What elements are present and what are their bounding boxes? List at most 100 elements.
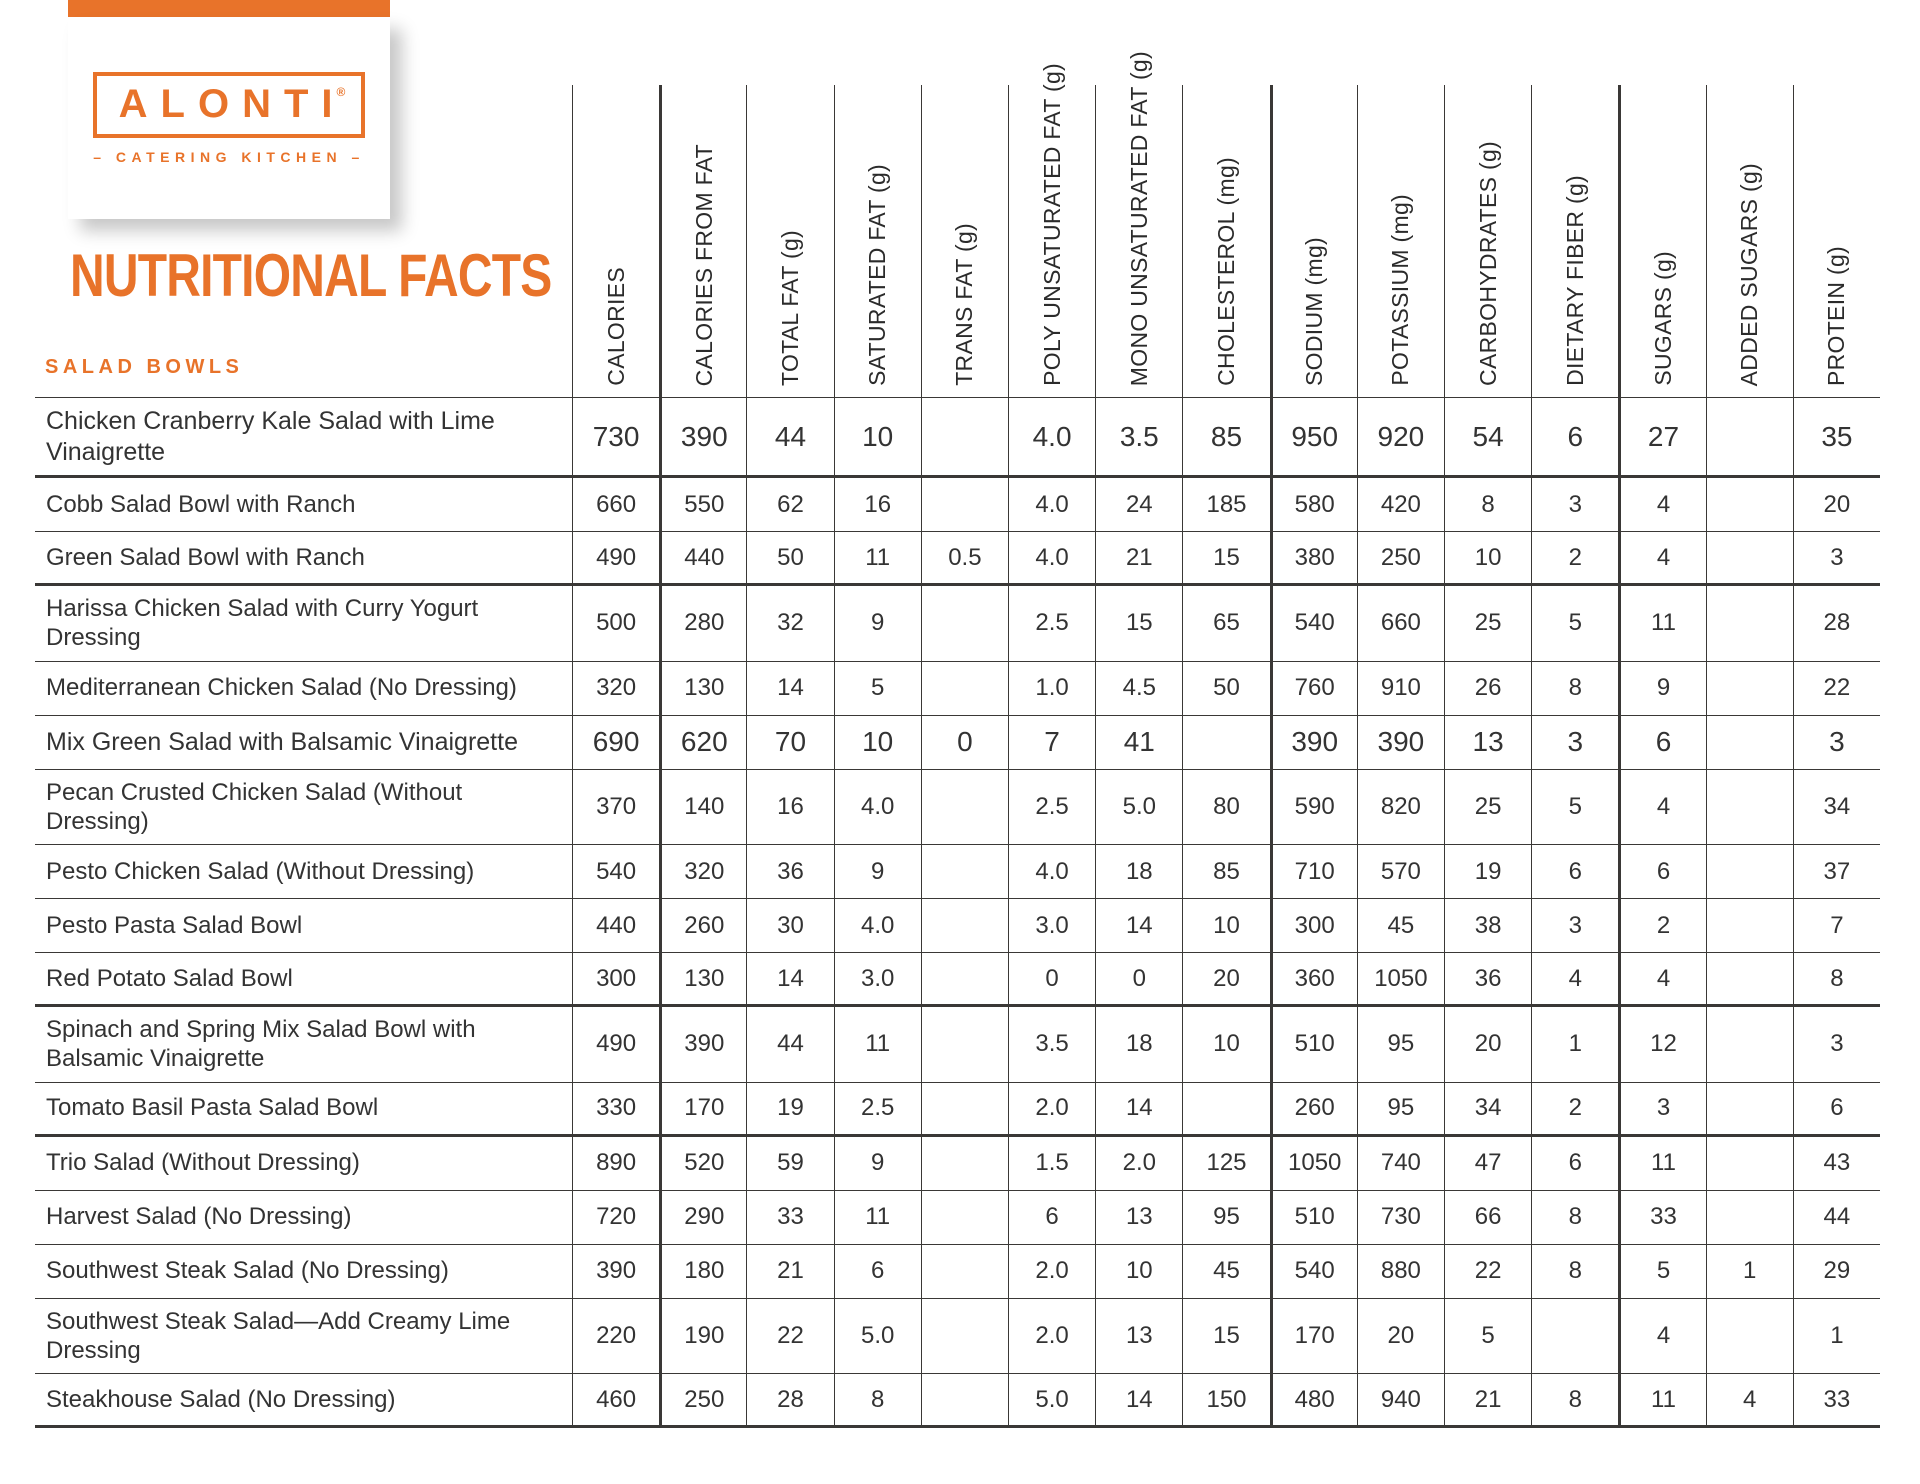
value-cell: 9 xyxy=(1618,661,1706,716)
column-header-label: POLY UNSATURATED FAT (g) xyxy=(1038,63,1065,386)
section-title: SALAD BOWLS xyxy=(45,356,244,378)
value-cell: 26 xyxy=(1443,661,1532,716)
row-name-cell: Pesto Chicken Salad (Without Dressing) xyxy=(35,845,572,900)
value-cell: 3 xyxy=(1792,715,1880,770)
column-header-poly-unsaturated-fat-g: POLY UNSATURATED FAT (g) xyxy=(1007,63,1096,398)
value-cell: 8 xyxy=(833,1374,921,1429)
value-cell: 22 xyxy=(1443,1244,1532,1299)
value-cell: 500 xyxy=(572,586,660,662)
value-cell: 16 xyxy=(746,769,834,846)
value-cell: 180 xyxy=(659,1244,747,1299)
value-cell: 30 xyxy=(746,899,834,954)
value-cell: 16 xyxy=(833,478,921,532)
value-cell: 80 xyxy=(1182,769,1270,846)
row-name-cell: Harissa Chicken Salad with Curry Yogurt … xyxy=(35,586,572,662)
value-cell: 50 xyxy=(746,532,834,586)
row-name-cell: Pecan Crusted Chicken Salad (Without Dre… xyxy=(35,770,572,846)
value-cell: 11 xyxy=(833,1007,921,1083)
value-cell: 390 xyxy=(659,398,747,478)
value-cell: 25 xyxy=(1443,586,1532,662)
row-name-cell: Spinach and Spring Mix Salad Bowl with B… xyxy=(35,1007,572,1083)
value-cell: 4 xyxy=(1705,1374,1793,1429)
value-cell xyxy=(1705,1136,1793,1191)
value-cell xyxy=(1705,953,1793,1008)
value-cell: 390 xyxy=(1269,715,1357,770)
value-cell xyxy=(1705,769,1793,846)
value-cell: 20 xyxy=(1443,1007,1532,1083)
row-name-cell: Red Potato Salad Bowl xyxy=(35,953,572,1008)
value-cell: 880 xyxy=(1356,1244,1444,1299)
registered-trademark-symbol: ® xyxy=(336,84,346,99)
column-header-calories: CALORIES xyxy=(572,85,660,398)
value-cell: 11 xyxy=(1618,1136,1706,1191)
value-cell: 15 xyxy=(1182,1298,1270,1375)
value-cell: 130 xyxy=(659,661,747,716)
value-cell: 390 xyxy=(659,1007,747,1083)
column-header-label: MONO UNSATURATED FAT (g) xyxy=(1125,50,1152,386)
value-cell xyxy=(1531,1298,1619,1375)
column-header-label: TOTAL FAT (g) xyxy=(776,230,803,386)
value-cell: 260 xyxy=(1269,1082,1357,1137)
value-cell: 44 xyxy=(746,398,834,478)
value-cell: 8 xyxy=(1531,1374,1619,1429)
value-cell: 6 xyxy=(1531,845,1619,900)
logo-frame: ALONTI ® xyxy=(92,71,366,138)
value-cell: 0 xyxy=(920,715,1008,770)
value-cell: 580 xyxy=(1269,478,1357,532)
value-cell: 66 xyxy=(1443,1190,1532,1245)
value-cell: 390 xyxy=(572,1244,660,1299)
value-cell: 620 xyxy=(659,715,747,770)
value-cell: 10 xyxy=(833,398,921,478)
value-cell: 660 xyxy=(1356,586,1444,662)
value-cell: 260 xyxy=(659,899,747,954)
value-cell xyxy=(1705,532,1793,586)
value-cell xyxy=(920,1007,1008,1083)
value-cell: 8 xyxy=(1531,661,1619,716)
value-cell: 34 xyxy=(1443,1082,1532,1137)
value-cell: 22 xyxy=(1792,661,1880,716)
value-cell: 20 xyxy=(1182,953,1270,1008)
value-cell: 890 xyxy=(572,1136,660,1191)
value-cell: 1 xyxy=(1705,1244,1793,1299)
value-cell: 4 xyxy=(1618,532,1706,586)
value-cell: 36 xyxy=(746,845,834,900)
value-cell: 6 xyxy=(1531,1136,1619,1191)
value-cell: 1.5 xyxy=(1007,1136,1096,1191)
value-cell: 250 xyxy=(1356,532,1444,586)
value-cell: 290 xyxy=(659,1190,747,1245)
value-cell xyxy=(920,1190,1008,1245)
value-cell: 5.0 xyxy=(1095,769,1183,846)
row-name-cell: Trio Salad (Without Dressing) xyxy=(35,1137,572,1191)
value-cell: 920 xyxy=(1356,398,1444,478)
value-cell: 480 xyxy=(1269,1374,1357,1429)
value-cell: 18 xyxy=(1095,1007,1183,1083)
value-cell: 440 xyxy=(572,899,660,954)
value-cell: 170 xyxy=(1269,1298,1357,1375)
value-cell: 5 xyxy=(1618,1244,1706,1299)
value-cell: 910 xyxy=(1356,661,1444,716)
column-header-sugars-g: SUGARS (g) xyxy=(1618,85,1706,398)
value-cell xyxy=(920,398,1008,478)
value-cell: 21 xyxy=(1443,1374,1532,1429)
value-cell: 4.0 xyxy=(833,899,921,954)
value-cell: 9 xyxy=(833,586,921,662)
column-header-calories-from-fat: CALORIES FROM FAT xyxy=(659,85,747,398)
value-cell: 18 xyxy=(1095,845,1183,900)
value-cell: 45 xyxy=(1182,1244,1270,1299)
top-accent-bar xyxy=(68,0,390,17)
value-cell xyxy=(920,899,1008,954)
value-cell: 4 xyxy=(1618,953,1706,1008)
value-cell: 720 xyxy=(572,1190,660,1245)
column-header-saturated-fat-g: SATURATED FAT (g) xyxy=(833,85,921,398)
value-cell: 5 xyxy=(1443,1298,1532,1375)
value-cell: 570 xyxy=(1356,845,1444,900)
value-cell: 20 xyxy=(1792,478,1880,532)
value-cell: 2.0 xyxy=(1007,1298,1096,1375)
value-cell: 820 xyxy=(1356,769,1444,846)
value-cell: 370 xyxy=(572,769,660,846)
value-cell: 730 xyxy=(572,398,660,478)
column-header-label: SATURATED FAT (g) xyxy=(864,164,891,386)
column-header-potassium-mg: POTASSIUM (mg) xyxy=(1356,85,1444,398)
value-cell: 540 xyxy=(572,845,660,900)
value-cell: 3 xyxy=(1531,478,1619,532)
